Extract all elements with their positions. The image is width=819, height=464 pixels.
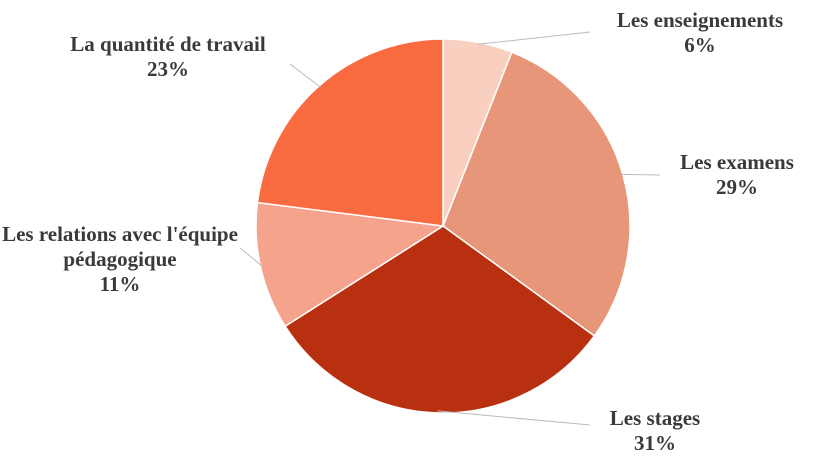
category-label: Les stages (609, 406, 701, 430)
category-label: Les enseignements (616, 8, 784, 32)
slice-label: Les enseignements 6% (570, 8, 819, 58)
leader-line (477, 31, 591, 45)
slice-label: Les examens 29% (637, 150, 819, 200)
pie-slice (255, 201, 446, 328)
leader-line (239, 247, 263, 267)
pie-slice (284, 225, 596, 414)
pie-slice (442, 51, 631, 337)
slice-label: La quantité de travail 23% (18, 32, 318, 82)
value-label: 31% (634, 431, 676, 455)
slice-label: Les stages 31% (555, 406, 755, 456)
slice-label: Les relations avec l'équipe pédagogique 1… (0, 222, 240, 297)
category-label: La quantité de travail (70, 32, 266, 56)
value-label: 29% (716, 175, 758, 199)
value-label: 6% (684, 33, 716, 57)
leader-line (289, 63, 321, 88)
leader-line (437, 410, 591, 426)
value-label: 11% (99, 272, 141, 296)
category-label: Les examens (680, 150, 794, 174)
value-label: 23% (147, 57, 189, 81)
category-label: Les relations avec l'équipe pédagogique (2, 222, 238, 271)
leader-line (620, 173, 661, 176)
